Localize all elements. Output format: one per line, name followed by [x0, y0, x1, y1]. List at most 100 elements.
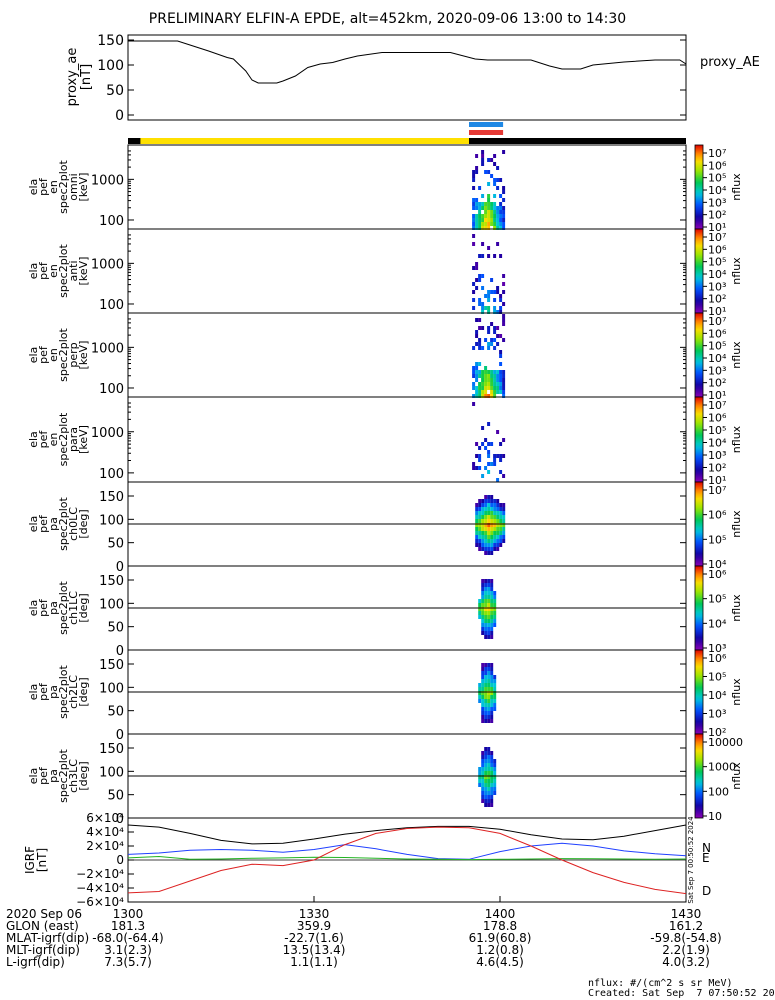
spectrogram-cell	[496, 374, 500, 378]
spectrogram-cell	[478, 206, 482, 210]
spectrogram-cell	[484, 370, 488, 374]
spectrogram-cell	[493, 591, 497, 595]
spectrogram-cell	[493, 370, 497, 374]
spectrogram-cell	[502, 378, 506, 382]
spectrogram-cell	[487, 386, 491, 390]
colorbar-tick-label: 10⁶	[708, 509, 727, 522]
spectrogram-cell	[484, 374, 488, 378]
spectrogram-cell	[475, 535, 479, 539]
spectrogram-cell	[493, 543, 497, 547]
spectrogram-cell	[487, 771, 491, 775]
spectrogram-cell	[490, 523, 494, 527]
spectrogram-cell	[496, 478, 500, 482]
igrf-y-tick-label: 2×10⁴	[86, 839, 124, 853]
spectrogram-cell	[496, 523, 500, 527]
ae-series-line	[128, 40, 687, 84]
spectrogram-cell	[487, 378, 491, 382]
colorbar-tick-label: 10⁴	[708, 437, 727, 450]
spectrogram-cell	[493, 623, 497, 627]
spectrogram-cell	[484, 206, 488, 210]
spectrogram-cell	[487, 715, 491, 719]
spectrogram-cell	[475, 507, 479, 511]
spectrogram-cell	[490, 679, 494, 683]
spectrogram-cell	[487, 158, 491, 162]
spectrogram-cell	[472, 170, 476, 174]
orbit-bar-yellow	[140, 138, 469, 144]
spectrogram-cell	[478, 210, 482, 214]
spectrogram-cell	[484, 751, 488, 755]
spectrogram-cell	[484, 599, 488, 603]
spectrogram-cell	[490, 775, 494, 779]
spectrogram-cell	[478, 278, 482, 282]
spectrogram-cell	[487, 202, 491, 206]
spectrogram-cell	[475, 374, 479, 378]
ae-y-axis-label: proxy_ae	[65, 48, 80, 107]
spectrogram-cell	[481, 442, 485, 446]
spectrogram-cell	[487, 787, 491, 791]
spectrogram-cell	[472, 266, 476, 270]
spectrogram-cell	[502, 535, 506, 539]
spectrogram-cell	[487, 462, 491, 466]
spectrogram-cell	[487, 342, 491, 346]
spectrogram-cell	[499, 206, 503, 210]
footer-value: 1.2(0.8)	[476, 943, 524, 957]
colorbar-tick-label: 10⁷	[708, 315, 726, 328]
spectrogram-cell	[481, 202, 485, 206]
spectrogram-cell	[487, 623, 491, 627]
colorbar-tick-label: 10³	[708, 280, 726, 293]
spectrogram-cell	[478, 374, 482, 378]
spectrogram-cell	[475, 154, 479, 158]
colorbar-tick-label: 10⁵	[708, 340, 726, 353]
spectrogram-cell	[484, 503, 488, 507]
spectrogram-cell	[478, 186, 482, 190]
footer-value: 7.3(5.7)	[104, 955, 152, 969]
spectrogram-cell	[487, 747, 491, 751]
spectrogram-cell	[481, 711, 485, 715]
spectrogram-cell	[478, 346, 482, 350]
spectrogram-cell	[481, 703, 485, 707]
colorbar-tick-label: 10	[708, 810, 722, 823]
footer-value: 13.5(13.4)	[283, 943, 346, 957]
spectrogram-cell	[487, 254, 491, 258]
spectrogram-cell	[481, 503, 485, 507]
spectrogram-cell	[490, 763, 494, 767]
spectrogram-cell	[481, 603, 485, 607]
spectrogram-cell	[472, 394, 476, 398]
spectrogram-cell	[481, 783, 485, 787]
spectrogram-cell	[490, 591, 494, 595]
colorbar-tick-label: 10⁵	[708, 593, 726, 606]
spectrogram-cell	[499, 378, 503, 382]
spectrogram-cell	[478, 382, 482, 386]
spectrogram-cell	[493, 386, 497, 390]
spectrogram-cell	[496, 370, 500, 374]
spectrogram-cell	[478, 370, 482, 374]
spectrogram-cell	[490, 322, 494, 326]
spectrogram-cell	[493, 699, 497, 703]
spectrogram-cell	[490, 214, 494, 218]
spectrogram-cell	[490, 595, 494, 599]
colorbar-cb6: 10⁶ 10⁵ 10⁴ 10³ nflux	[694, 565, 743, 655]
spectrogram-cell	[490, 691, 494, 695]
spectrogram-cell	[496, 310, 500, 314]
panel-y-axis-label: [keV]	[77, 257, 90, 286]
spectrogram-cell	[481, 675, 485, 679]
spectrogram-cell	[475, 278, 479, 282]
ae-y-tick-label: 50	[106, 83, 124, 99]
spectrogram-cell	[490, 615, 494, 619]
colorbar-strip	[694, 144, 704, 230]
spectrogram-cell	[490, 535, 494, 539]
spectrogram-cell	[493, 507, 497, 511]
colorbar-strip	[694, 565, 704, 651]
spectrogram-cell	[481, 214, 485, 218]
spectrogram-cell	[487, 206, 491, 210]
spectrogram-cell	[487, 454, 491, 458]
panel-y-axis-label: spec2plot	[57, 665, 70, 719]
spectrogram-cell	[493, 503, 497, 507]
spectrogram-cell	[496, 454, 500, 458]
spectrogram-cell	[481, 394, 485, 398]
spectrogram-cell	[499, 470, 503, 474]
spectrogram-cell	[487, 803, 491, 807]
footer-ephemeris: 2020 Sep 06 1300 1330 1400 1430 GLON (east) 18…	[6, 907, 722, 969]
spectrogram-cell	[487, 531, 491, 535]
